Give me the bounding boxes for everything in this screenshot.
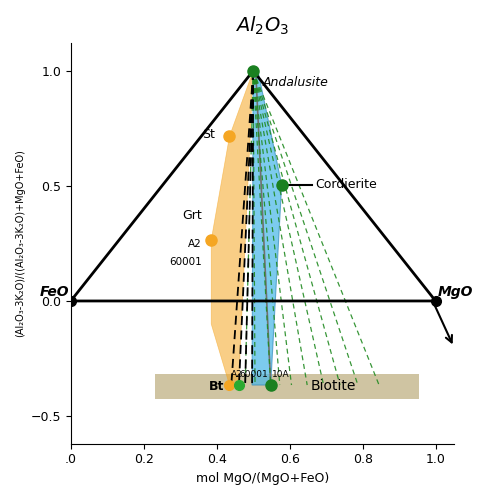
- Text: A2: A2: [188, 239, 202, 249]
- Text: FeO: FeO: [40, 284, 69, 298]
- Text: Biotite: Biotite: [311, 379, 356, 393]
- X-axis label: mol MgO/(MgO+FeO): mol MgO/(MgO+FeO): [196, 472, 329, 485]
- Polygon shape: [252, 70, 282, 385]
- Text: Bt: Bt: [209, 380, 224, 392]
- Polygon shape: [211, 70, 253, 385]
- Text: 60001: 60001: [169, 257, 202, 267]
- Text: St: St: [202, 128, 215, 140]
- Text: Andalusite: Andalusite: [263, 76, 328, 90]
- Polygon shape: [155, 374, 419, 399]
- Y-axis label: (Al₂O₃-3K₂O)/((Al₂O₃-3K₂O)+MgO+FeO): (Al₂O₃-3K₂O)/((Al₂O₃-3K₂O)+MgO+FeO): [15, 150, 25, 338]
- Title: $\mathit{Al_2O_3}$: $\mathit{Al_2O_3}$: [235, 15, 289, 38]
- Text: Cordierite: Cordierite: [315, 178, 377, 191]
- Text: MgO: MgO: [437, 284, 473, 298]
- Text: A2: A2: [230, 370, 243, 380]
- Text: 60001: 60001: [239, 370, 268, 380]
- Text: Grt: Grt: [183, 208, 202, 222]
- Text: 10A: 10A: [272, 370, 290, 380]
